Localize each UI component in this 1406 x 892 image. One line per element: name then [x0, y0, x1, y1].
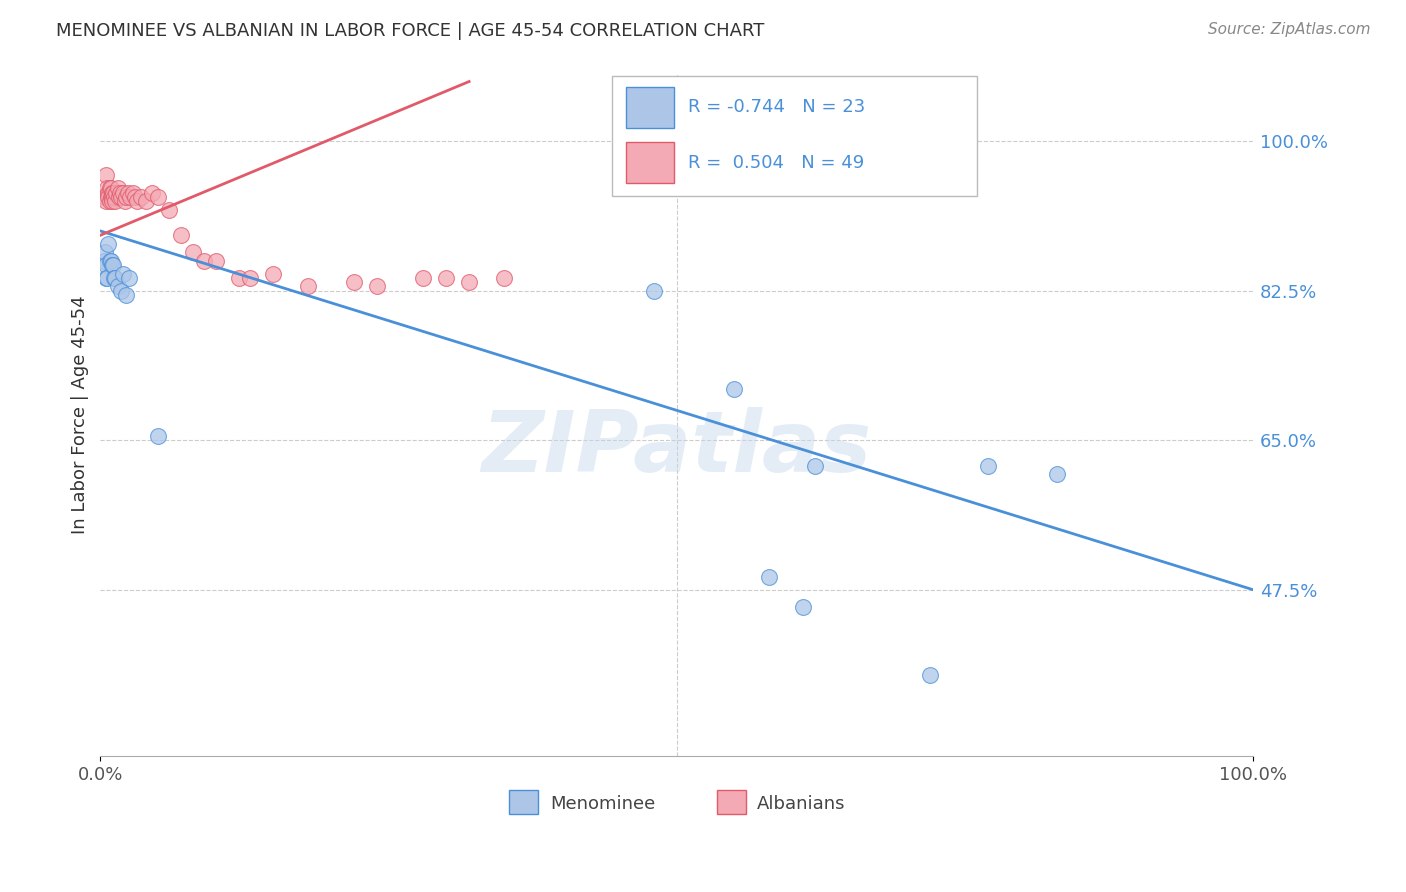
Point — [492, 271, 515, 285]
Point — [97, 186, 120, 200]
Point — [146, 429, 169, 443]
Text: R = -0.744   N = 23: R = -0.744 N = 23 — [689, 98, 866, 116]
Point — [228, 271, 250, 285]
FancyBboxPatch shape — [717, 790, 745, 814]
Point — [114, 190, 136, 204]
Point — [94, 190, 117, 204]
Point — [98, 194, 121, 208]
Text: MENOMINEE VS ALBANIAN IN LABOR FORCE | AGE 45-54 CORRELATION CHART: MENOMINEE VS ALBANIAN IN LABOR FORCE | A… — [56, 22, 765, 40]
Point — [141, 186, 163, 200]
Point — [977, 458, 1000, 473]
Point — [758, 570, 780, 584]
Point — [94, 271, 117, 285]
Point — [110, 190, 132, 204]
Point — [297, 279, 319, 293]
Text: Source: ZipAtlas.com: Source: ZipAtlas.com — [1208, 22, 1371, 37]
Point — [366, 279, 388, 293]
Point — [94, 258, 117, 272]
Point — [193, 253, 215, 268]
Point — [100, 253, 122, 268]
Point — [93, 190, 115, 204]
Point — [114, 288, 136, 302]
Point — [239, 271, 262, 285]
Point — [643, 284, 665, 298]
Text: ZIPatlas: ZIPatlas — [481, 408, 872, 491]
Point — [97, 236, 120, 251]
Point — [108, 186, 131, 200]
Point — [181, 245, 204, 260]
Point — [101, 186, 124, 200]
Point — [96, 181, 118, 195]
Point — [1046, 467, 1069, 482]
Point — [204, 253, 226, 268]
Point — [434, 271, 457, 285]
Point — [96, 271, 118, 285]
Text: R =  0.504   N = 49: R = 0.504 N = 49 — [689, 153, 865, 171]
Point — [101, 190, 124, 204]
Point — [94, 194, 117, 208]
Point — [105, 186, 128, 200]
Point — [412, 271, 434, 285]
Point — [107, 279, 129, 293]
Point — [120, 190, 142, 204]
Point — [117, 186, 139, 200]
Point — [129, 190, 152, 204]
Point — [101, 194, 124, 208]
Point — [804, 458, 827, 473]
Point — [170, 228, 193, 243]
Point — [94, 245, 117, 260]
Point — [723, 382, 745, 396]
Text: Menominee: Menominee — [550, 795, 655, 813]
Point — [110, 284, 132, 298]
Point — [103, 271, 125, 285]
Point — [104, 194, 127, 208]
Point — [107, 181, 129, 195]
Point — [94, 169, 117, 183]
Point — [127, 194, 149, 208]
Point — [98, 181, 121, 195]
Point — [135, 194, 157, 208]
Point — [112, 186, 135, 200]
Point — [107, 190, 129, 204]
Point — [118, 271, 141, 285]
FancyBboxPatch shape — [509, 790, 538, 814]
Point — [97, 190, 120, 204]
Point — [103, 190, 125, 204]
Point — [101, 258, 124, 272]
Point — [124, 190, 146, 204]
FancyBboxPatch shape — [626, 142, 673, 183]
Point — [100, 181, 122, 195]
Point — [93, 253, 115, 268]
Point — [920, 668, 942, 682]
FancyBboxPatch shape — [612, 76, 977, 196]
FancyBboxPatch shape — [626, 87, 673, 128]
Point — [114, 194, 136, 208]
Point — [100, 190, 122, 204]
Point — [159, 202, 181, 217]
Point — [98, 253, 121, 268]
Point — [343, 275, 366, 289]
Point — [146, 190, 169, 204]
Point — [101, 186, 124, 200]
Point — [101, 258, 124, 272]
Point — [262, 267, 284, 281]
Point — [792, 599, 814, 614]
Y-axis label: In Labor Force | Age 45-54: In Labor Force | Age 45-54 — [72, 295, 89, 534]
Point — [112, 267, 135, 281]
Text: Albanians: Albanians — [758, 795, 846, 813]
Point — [458, 275, 481, 289]
Point — [121, 186, 143, 200]
Point — [104, 271, 127, 285]
